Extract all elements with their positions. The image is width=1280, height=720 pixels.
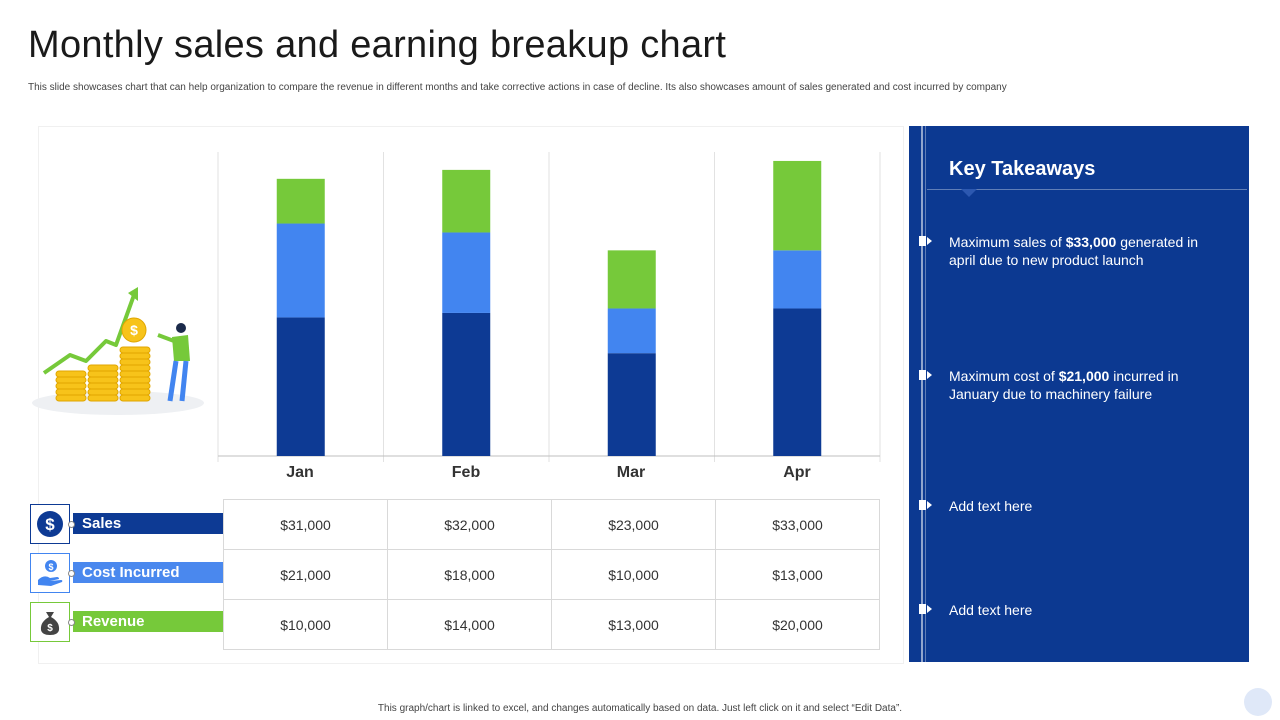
table-row: $31,000 $32,000 $23,000 $33,000 (223, 499, 880, 550)
takeaway-text: Add text here (949, 601, 1209, 619)
arrow-bullet-icon (919, 236, 932, 246)
x-tick-label-mar: Mar (616, 464, 646, 481)
legend-sales: $ Sales (30, 504, 223, 544)
bar-cost-incurred-feb (442, 232, 491, 313)
data-table: $31,000 $32,000 $23,000 $33,000 $21,000 … (223, 499, 880, 650)
chart-panel (38, 126, 904, 664)
table-cell: $32,000 (387, 499, 552, 550)
bar-sales-mar (607, 353, 656, 456)
takeaway-text: Maximum cost of $21,000 incurred in Janu… (949, 367, 1209, 403)
x-tick-label-feb: Feb (451, 464, 481, 481)
panel-accent-line (921, 126, 923, 662)
table-row: $21,000 $18,000 $10,000 $13,000 (223, 549, 880, 600)
takeaway-text-post: incurred in January due to machinery fai… (949, 368, 1179, 402)
legend-revenue: $ Revenue (30, 602, 223, 642)
takeaway-text: Maximum sales of $33,000 generated in ap… (949, 233, 1209, 269)
heading-notch (961, 189, 977, 197)
takeaway-text-pre: Maximum cost of (949, 368, 1059, 384)
takeaway-text-post: generated in april due to new product la… (949, 234, 1199, 268)
key-takeaways-panel: Key Takeaways Maximum sales of $33,000 g… (909, 126, 1249, 662)
dollar-icon: $ (30, 504, 70, 544)
takeaway-text-pre: Add text here (949, 498, 1033, 514)
chart-gridlines (217, 152, 881, 462)
table-row: $10,000 $14,000 $13,000 $20,000 (223, 599, 880, 650)
legend-connector-dot (68, 521, 75, 528)
svg-text:$: $ (47, 623, 53, 634)
table-cell: $20,000 (715, 599, 880, 650)
bar-revenue-feb (442, 169, 491, 233)
arrow-bullet-icon (919, 500, 932, 510)
svg-text:$: $ (45, 515, 55, 534)
table-cell: $13,000 (551, 599, 716, 650)
bar-cost-incurred-jan (276, 223, 325, 318)
footer-note: This graph/chart is linked to excel, and… (377, 703, 903, 714)
table-cell: $10,000 (223, 599, 388, 650)
legend-connector-dot (68, 619, 75, 626)
panel-accent-line (925, 126, 926, 662)
takeaway-text-bold: $33,000 (1065, 234, 1117, 250)
bar-cost-incurred-apr (773, 250, 822, 309)
takeaway-text-bold: $21,000 (1058, 368, 1110, 384)
svg-text:$: $ (130, 322, 138, 338)
growth-coins-illustration: $ (32, 287, 204, 415)
table-cell: $31,000 (223, 499, 388, 550)
table-cell: $13,000 (715, 549, 880, 600)
table-cell: $14,000 (387, 599, 552, 650)
bar-revenue-apr (773, 160, 822, 251)
table-cell: $18,000 (387, 549, 552, 600)
table-cell: $10,000 (551, 549, 716, 600)
svg-text:$: $ (48, 562, 53, 572)
arrow-bullet-icon (919, 604, 932, 614)
table-cell: $23,000 (551, 499, 716, 550)
bar-cost-incurred-mar (607, 308, 656, 354)
key-takeaways-heading: Key Takeaways (949, 158, 1096, 180)
corner-decoration (1244, 688, 1272, 716)
hand-coin-icon: $ (30, 553, 70, 593)
legend-label-cost-incurred: Cost Incurred (73, 562, 223, 583)
bar-revenue-mar (607, 250, 656, 309)
takeaway-text-pre: Maximum sales of (949, 234, 1066, 250)
money-bag-icon: $ (30, 602, 70, 642)
page-title: Monthly sales and earning breakup chart (28, 24, 727, 66)
table-cell: $33,000 (715, 499, 880, 550)
bar-revenue-jan (276, 178, 325, 224)
table-cell: $21,000 (223, 549, 388, 600)
heading-divider (927, 189, 1247, 190)
x-tick-label-apr: Apr (783, 464, 811, 481)
bar-sales-jan (276, 317, 325, 456)
legend-label-sales: Sales (73, 513, 223, 534)
legend-cost: $ Cost Incurred (30, 553, 223, 593)
legend-connector-dot (68, 570, 75, 577)
takeaway-text: Add text here (949, 497, 1209, 515)
page-subtitle: This slide showcases chart that can help… (28, 82, 1007, 93)
arrow-bullet-icon (919, 370, 932, 380)
bar-sales-apr (773, 308, 822, 456)
stacked-bar-chart (217, 152, 881, 462)
bar-sales-feb (442, 312, 491, 456)
x-tick-label-jan: Jan (286, 464, 314, 481)
takeaway-text-pre: Add text here (949, 602, 1033, 618)
legend-label-revenue: Revenue (73, 611, 223, 632)
